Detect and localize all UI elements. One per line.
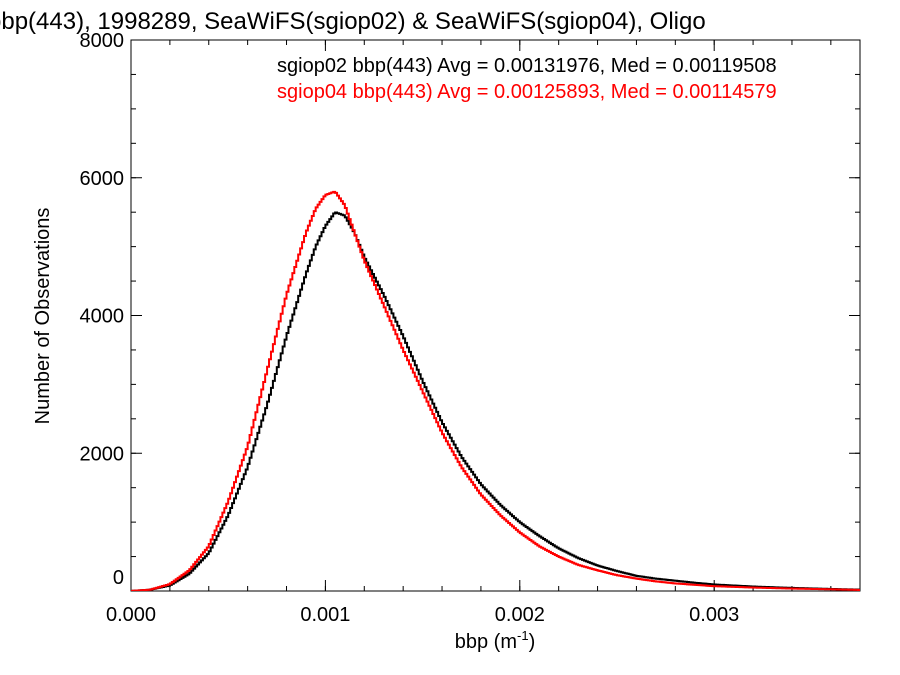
y-tick-label: 2000: [80, 443, 125, 465]
x-axis-label-superscript: -1: [517, 628, 529, 643]
x-axis-label: bbp (m-1): [455, 628, 535, 653]
legend-entry-sgiop04: sgiop04 bbp(443) Avg = 0.00125893, Med =…: [277, 81, 777, 103]
legend-entry-sgiop02: sgiop02 bbp(443) Avg = 0.00131976, Med =…: [277, 55, 777, 77]
x-axis-label-end: ): [529, 631, 536, 653]
chart-title: bbp(443), 1998289, SeaWiFS(sgiop02) & Se…: [0, 8, 706, 35]
x-axis-label-main: bbp (m: [455, 631, 517, 653]
x-tick-label: 0.000: [106, 604, 156, 626]
y-tick-label: 6000: [80, 168, 125, 190]
y-tick-label: 8000: [80, 30, 125, 52]
legend: sgiop02 bbp(443) Avg = 0.00131976, Med =…: [277, 55, 777, 103]
axis-ticks: 0.000 0.001 0.002 0.003 0 2000 4000 6000 8000: [80, 30, 860, 626]
x-tick-label: 0.001: [300, 604, 350, 626]
series-line-sgiop04: [131, 190, 860, 591]
series-lines: [131, 190, 860, 591]
y-tick-label: 0: [113, 567, 124, 589]
series-line-sgiop02: [131, 211, 860, 591]
x-tick-label: 0.003: [689, 604, 739, 626]
y-tick-label: 4000: [80, 306, 125, 328]
y-axis-label: Number of Observations: [32, 208, 54, 425]
x-tick-label: 0.002: [495, 604, 545, 626]
